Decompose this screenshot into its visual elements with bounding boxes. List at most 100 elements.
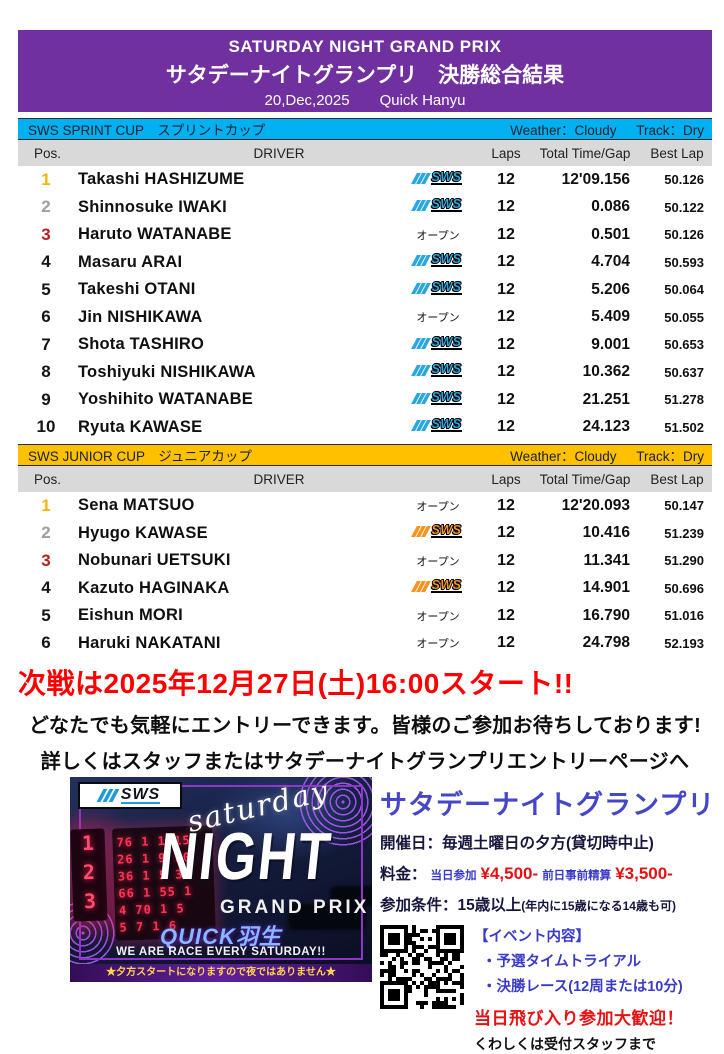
sprint-cup-section: SWS SPRINT CUP スプリントカップ Weather：Cloudy T… — [18, 118, 712, 441]
best-lap: 50.147 — [664, 498, 704, 514]
best-lap: 50.653 — [664, 337, 704, 353]
table-row: 6 Haruki NAKATANI SWSオープン 12 24.798 52.1… — [18, 630, 712, 658]
total-time: 11.341 — [583, 551, 630, 569]
total-time: 16.790 — [582, 606, 630, 624]
sws-logo-icon: SWS — [410, 171, 463, 185]
col-laps: Laps — [491, 471, 521, 487]
qr-and-event-block: 【イベント内容】 ・予選タイムトライアル ・決勝レース(12周または10分) 当… — [380, 925, 724, 1054]
sws-logo-icon: SWS — [410, 198, 463, 213]
best-lap: 50.696 — [664, 580, 704, 596]
best-lap: 51.016 — [664, 608, 704, 624]
total-time: 12'20.093 — [561, 496, 630, 514]
condition-sub: (年内に15歳になる14歳も可) — [521, 899, 676, 913]
position: 4 — [41, 578, 51, 598]
total-time: 24.123 — [582, 418, 630, 436]
weather-label: Weather：Cloudy — [510, 449, 617, 464]
open-class-label: オープン — [416, 500, 460, 513]
position: 5 — [41, 605, 51, 625]
laps-value: 12 — [497, 524, 515, 542]
sws-logo-icon: SWS — [410, 336, 463, 350]
sws-logo-icon: SWS — [410, 253, 463, 268]
junior-rows: 1 Sena MATSUO SWSオープン 12 12'20.093 50.14… — [18, 492, 712, 657]
laps-value: 12 — [497, 579, 515, 597]
col-driver: DRIVER — [253, 145, 305, 161]
car-class: SWSオープン — [392, 418, 484, 436]
total-time: 5.409 — [591, 308, 630, 326]
car-class: SWSオープン — [392, 497, 484, 515]
best-lap: 51.278 — [664, 392, 704, 408]
col-total: Total Time/Gap — [539, 471, 631, 487]
open-class-label: オープン — [416, 312, 460, 325]
junior-cup-header-bar: SWS JUNIOR CUP ジュニアカップ Weather：Cloudy Tr… — [18, 444, 712, 466]
sws-logo-text: SWS — [120, 785, 161, 804]
best-lap: 50.126 — [664, 172, 704, 188]
best-lap: 50.122 — [664, 199, 704, 215]
position: 8 — [41, 362, 51, 382]
footer: 1 2 3 76 1 1 15 26 1 9 10 36 1 5 35 66 1… — [70, 777, 724, 1054]
total-time: 0.086 — [591, 198, 630, 216]
next-race-headline: 次戦は2025年12月27日(土)16:00スタート!! — [18, 668, 574, 699]
total-time: 5.206 — [591, 280, 630, 298]
condition-line: 参加条件：15歳以上(年内に15歳になる14歳も可) — [380, 893, 724, 915]
sws-logo-icon: SWS — [410, 391, 463, 405]
night-title-text: NIGHT — [156, 820, 336, 895]
driver-name: Nobunari UETSUKI — [78, 551, 231, 570]
car-class: SWSオープン — [392, 171, 484, 189]
col-laps: Laps — [491, 145, 521, 161]
table-header: Pos. DRIVER Laps Total Time/Gap Best Lap — [18, 140, 712, 166]
table-row: 4 Masaru ARAI SWSオープン 12 4.704 50.593 — [18, 249, 712, 277]
laps-value: 12 — [497, 418, 515, 436]
title-english: SATURDAY NIGHT GRAND PRIX — [228, 37, 502, 56]
best-lap: 51.502 — [664, 419, 704, 435]
total-time: 4.704 — [591, 253, 630, 271]
car-class: SWSオープン — [392, 281, 484, 299]
position: 3 — [41, 550, 51, 570]
driver-name: Sena MATSUO — [78, 496, 195, 515]
driver-name: Haruto WATANABE — [78, 225, 232, 244]
driver-name: Toshiyuki NISHIKAWA — [78, 362, 256, 381]
laps-value: 12 — [497, 363, 515, 381]
table-row: 2 Hyugo KAWASE SWSオープン 12 10.416 51.239 — [18, 520, 712, 548]
table-row: 4 Kazuto HAGINAKA SWSオープン 12 14.901 50.6… — [18, 575, 712, 603]
sws-logo-icon: SWS — [410, 363, 463, 378]
col-best: Best Lap — [650, 471, 704, 487]
position: 1 — [41, 495, 51, 515]
best-lap: 51.239 — [664, 525, 704, 541]
section-title: SWS SPRINT CUP スプリントカップ — [28, 123, 266, 138]
open-class-label: オープン — [416, 610, 460, 623]
total-time: 24.798 — [582, 634, 630, 652]
laps-value: 12 — [497, 390, 515, 408]
open-class-label: オープン — [416, 555, 460, 568]
event-content: 【イベント内容】 ・予選タイムトライアル ・決勝レース(12周または10分) 当… — [474, 925, 684, 1054]
laps-value: 12 — [497, 170, 515, 188]
driver-name: Takeshi OTANI — [78, 280, 196, 299]
total-time: 0.501 — [591, 225, 630, 243]
driver-name: Masaru ARAI — [78, 252, 183, 271]
fee-day-label: 当日参加 — [430, 870, 477, 882]
fee-day-price: ¥4,500- — [480, 864, 539, 883]
venue: Quick Hanyu — [379, 92, 466, 109]
driver-name: Shota TASHIRO — [78, 335, 205, 354]
table-header: Pos. DRIVER Laps Total Time/Gap Best Lap — [18, 466, 712, 492]
car-class: SWSオープン — [392, 198, 484, 216]
total-time: 10.416 — [582, 524, 630, 542]
laps-value: 12 — [497, 335, 515, 353]
position: 2 — [41, 197, 51, 217]
walk-in-welcome: 当日飛び入り参加大歓迎！ — [474, 1009, 684, 1028]
sprint-cup-header-bar: SWS SPRINT CUP スプリントカップ Weather：Cloudy T… — [18, 118, 712, 140]
best-lap: 50.126 — [664, 227, 704, 243]
fee-label: 料金： — [380, 866, 427, 883]
sws-logo-icon: SWS — [410, 418, 463, 433]
laps-value: 12 — [497, 634, 515, 652]
fee-pre-price: ¥3,500- — [615, 864, 673, 883]
kart-silhouette — [288, 904, 366, 930]
driver-name: Takashi HASHIZUME — [78, 170, 245, 189]
driver-name: Haruki NAKATANI — [78, 633, 221, 652]
position: 9 — [41, 389, 51, 409]
car-class: SWSオープン — [392, 552, 484, 570]
driver-name: Ryuta KAWASE — [78, 417, 203, 436]
table-row: 5 Takeshi OTANI SWSオープン 12 5.206 50.064 — [18, 276, 712, 304]
conditions: Weather：Cloudy Track：Dry — [494, 119, 704, 139]
position: 3 — [41, 224, 51, 244]
col-driver: DRIVER — [253, 471, 305, 487]
